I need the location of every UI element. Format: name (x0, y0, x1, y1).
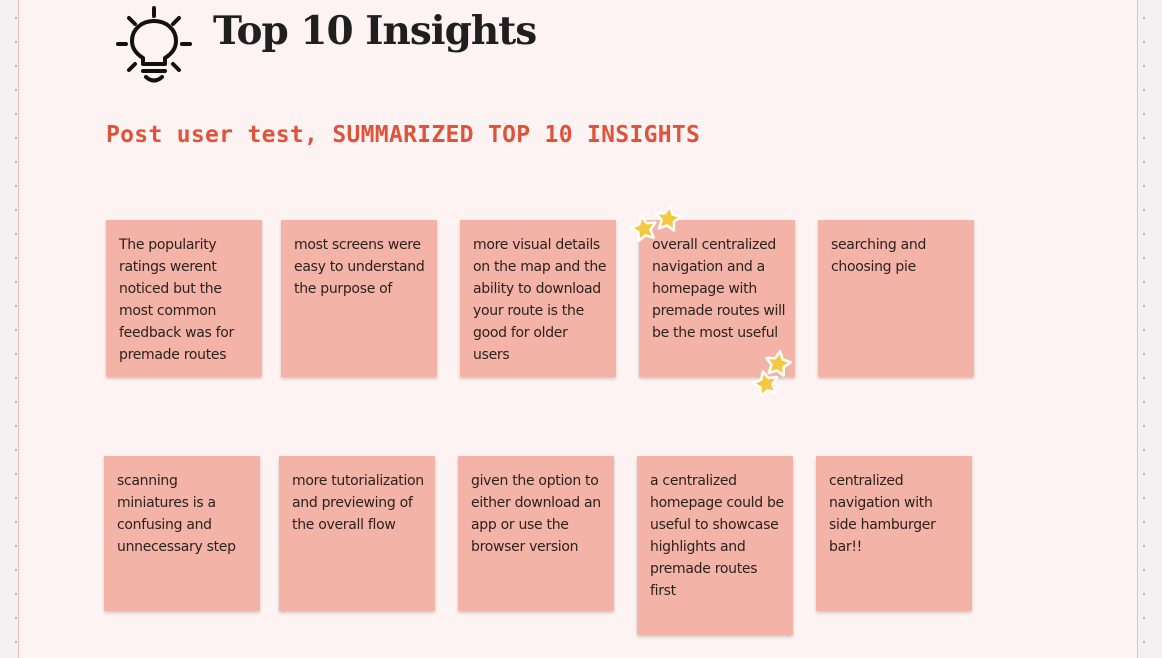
star-sticker-icon[interactable] (625, 210, 663, 248)
sticky-note[interactable]: more visual details on the map and the a… (460, 220, 616, 377)
star-sticker-icon[interactable] (747, 365, 786, 404)
page-title: Top 10 Insights (213, 8, 537, 54)
sticky-note[interactable]: overall centralized navigation and a hom… (639, 220, 795, 377)
sticky-note[interactable]: a centralized homepage could be useful t… (637, 456, 793, 635)
page-subtitle: Post user test, SUMMARIZED TOP 10 INSIGH… (106, 122, 701, 148)
sticky-note[interactable]: The popularity ratings werent noticed bu… (106, 220, 262, 377)
sticky-note[interactable]: most screens were easy to understand the… (281, 220, 437, 377)
sticky-note[interactable]: centralized navigation with side hamburg… (816, 456, 972, 611)
sticky-note[interactable]: searching and choosing pie (818, 220, 974, 377)
star-sticker-icon[interactable] (650, 201, 686, 237)
sticky-note[interactable]: scanning miniatures is a confusing and u… (104, 456, 260, 611)
sticky-note[interactable]: given the option to either download an a… (458, 456, 614, 611)
star-sticker-icon[interactable] (759, 345, 796, 382)
sticky-note[interactable]: more tutorialization and previewing of t… (279, 456, 435, 611)
lightbulb-icon (116, 6, 192, 83)
